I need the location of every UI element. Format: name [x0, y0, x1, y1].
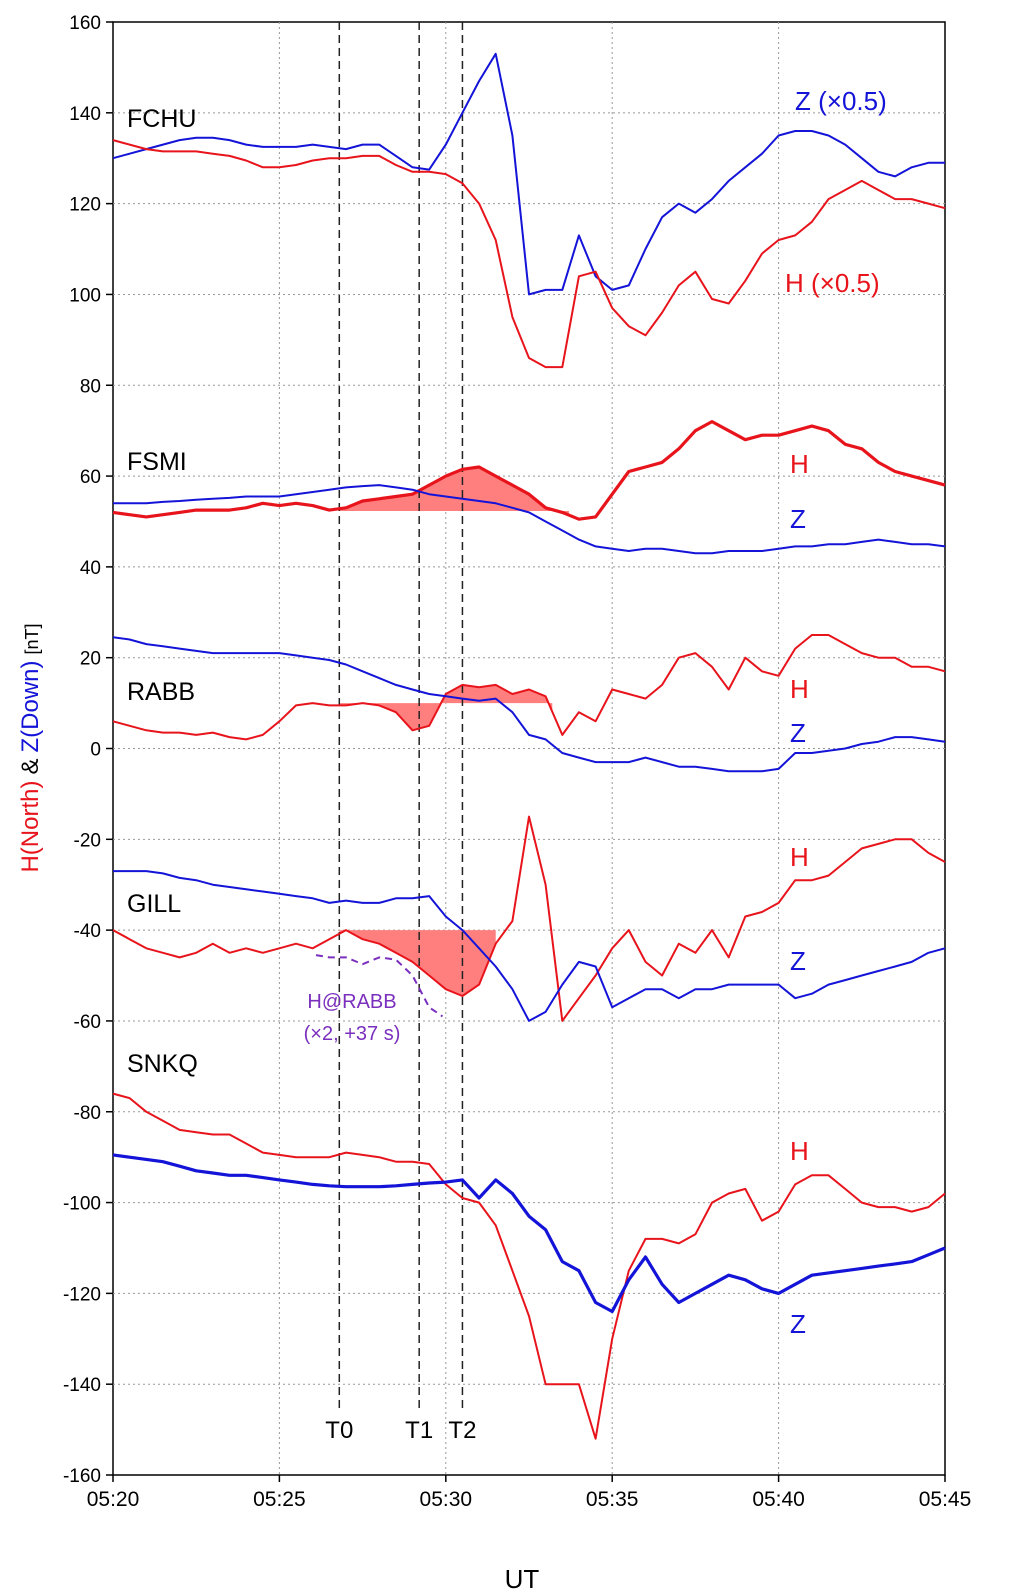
y-tick-label: -60: [74, 1012, 101, 1033]
y-tick-label: 160: [69, 13, 101, 34]
x-tick-label: 05:40: [752, 1488, 805, 1511]
series-line: [112, 52, 945, 296]
series-label: Z: [790, 504, 806, 534]
series-label: Z (×0.5): [795, 86, 887, 116]
y-label-part: Z(Down): [17, 660, 44, 752]
series-line: [112, 636, 946, 773]
y-label-part: [nT]: [22, 623, 42, 654]
x-axis-label: UT: [505, 1564, 540, 1594]
y-axis-label: H(North) & Z(Down) [nT]: [17, 623, 44, 872]
x-tick-label: 05:45: [919, 1488, 972, 1511]
y-tick-label: -100: [63, 1194, 101, 1215]
y-tick-label: -40: [74, 921, 101, 942]
x-tick-label: 05:25: [253, 1488, 306, 1511]
series-line: [112, 634, 946, 741]
reference-label: T2: [448, 1417, 476, 1444]
y-tick-label: -80: [74, 1103, 101, 1124]
station-label: RABB: [127, 678, 195, 706]
series-label: H: [790, 674, 809, 704]
series-note: (×2, +37 s): [304, 1023, 401, 1045]
area-fill: [339, 930, 496, 996]
y-tick-label: -120: [63, 1284, 101, 1305]
y-tick-label: 60: [80, 467, 101, 488]
y-tick-label: 80: [80, 376, 101, 397]
series-line: [315, 954, 444, 1018]
station-label: SNKQ: [127, 1050, 198, 1078]
y-tick-label: 20: [80, 649, 101, 670]
y-tick-label: -20: [74, 830, 101, 851]
series-line: [112, 420, 946, 521]
y-tick-label: -140: [63, 1375, 101, 1396]
y-tick-label: 40: [80, 558, 101, 579]
series-line: [112, 1153, 946, 1314]
series-line: [112, 815, 946, 1022]
y-tick-label: 100: [69, 285, 101, 306]
y-tick-label: -160: [63, 1466, 101, 1487]
series-label: H (×0.5): [785, 268, 880, 298]
x-tick-label: 05:20: [87, 1488, 140, 1511]
y-label-part: &: [17, 759, 44, 775]
series-line: [112, 1092, 946, 1440]
x-tick-label: 05:30: [420, 1488, 473, 1511]
series-label: Z: [790, 946, 806, 976]
area-fill: [339, 684, 553, 731]
station-label: GILL: [127, 890, 181, 918]
x-tick-label: 05:35: [586, 1488, 639, 1511]
y-tick-label: 140: [69, 104, 101, 125]
station-label: FCHU: [127, 105, 196, 133]
series-label: H: [790, 449, 809, 479]
series-label: H: [790, 842, 809, 872]
series-line: [113, 870, 946, 1022]
series-label: H@RABB: [307, 991, 396, 1013]
y-tick-label: 0: [90, 740, 101, 761]
y-tick-label: 120: [69, 195, 101, 216]
reference-label: T0: [325, 1417, 353, 1444]
series-label: H: [790, 1136, 809, 1166]
y-label-part: H(North): [17, 781, 44, 873]
area-fill: [339, 466, 569, 516]
series-label: Z: [790, 1309, 806, 1339]
station-label: FSMI: [127, 448, 187, 476]
series-label: Z: [790, 718, 806, 748]
reference-label: T1: [405, 1417, 433, 1444]
series-line: [113, 484, 946, 555]
series-line: [112, 139, 946, 369]
